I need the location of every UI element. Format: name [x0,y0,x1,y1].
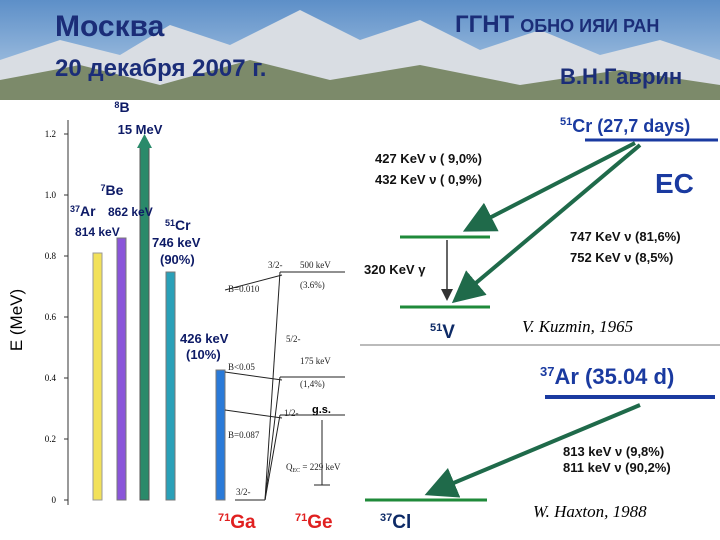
bar-ar [92,252,103,501]
gs-b: B=0.087 [228,430,260,440]
line1: 813 keV ν (9,8%) [563,444,664,459]
line2: 811 keV ν (90,2%) [563,460,671,475]
right-panel [360,102,720,540]
element: Ga [230,512,256,533]
l500-frac: (3.6%) [300,280,325,290]
src-be: 7Be [101,182,124,198]
mass: 51 [560,116,572,128]
gs-label: g.s. [312,404,331,416]
left-chart: E (MeV) 8B 15 MeV 7Be 862 keV 37Ar 814 k… [7,99,345,533]
src-cr: 51Cr [165,217,191,233]
src-ar-energy: 814 keV [75,225,120,239]
element: Cr [175,217,191,233]
ga-spin: 3/2- [236,487,251,497]
name: Cl [392,512,411,533]
mass: 37 [70,204,80,214]
src-cr-energy: 746 keV [152,235,201,250]
bar-be [116,237,127,501]
hills [0,60,720,100]
mass: 51 [165,218,175,228]
src-be-energy: 862 keV [108,205,153,219]
ec: EC [655,168,694,199]
l175-frac: (1,4%) [300,379,325,389]
src-ar: 37Ar [70,203,96,219]
q: Q [286,462,293,472]
q-value: = 229 keV [300,462,341,472]
y-tick-label: 0.4 [45,373,57,383]
cr-scheme: 51Cr (27,7 days) 427 KeV ν ( 9,0%) 432 K… [364,116,718,343]
org: ГГНТ ОБНО ИЯИ РАН [455,11,659,38]
y-tick-label: 1.0 [45,190,57,200]
l500-spin: 3/2- [268,260,283,270]
element: Ar [80,203,96,219]
y-tick-label: 0.8 [45,251,57,261]
y-tick-label: 0.6 [45,312,57,322]
ge: 71Ge [295,512,333,533]
credit: V. Kuzmin, 1965 [522,317,633,336]
ar-source: 37Ar (35.04 d) [540,364,674,389]
city: Москва [55,10,165,43]
name: Cr (27,7 days) [572,116,690,136]
src-cr-branch: (90%) [160,252,195,267]
element: Be [106,182,124,198]
line4: 752 KeV ν (8,5%) [570,250,673,265]
mass: 7 [101,183,106,193]
arrow [462,141,636,232]
org-rest: ОБНО ИЯИ РАН [520,16,659,36]
gs-spin: 1/2- [284,408,299,418]
line1: 427 KeV ν ( 9,0%) [375,151,482,166]
name: V [442,322,455,343]
left-panel [5,102,357,540]
bar-b-arrow [137,134,152,148]
l500-b: B=0.010 [228,284,260,294]
arrow [424,403,641,498]
l175-spin: 5/2- [286,334,301,344]
credit: W. Haxton, 1988 [533,502,647,521]
src-b-energy: 15 MeV [118,122,163,137]
mountains [0,10,720,100]
q-sub: EC [293,468,301,474]
ar-scheme: 37Ar (35.04 d) 813 keV ν (9,8%) 811 keV … [365,364,715,533]
org-main: ГГНТ [455,11,515,38]
mass: 37 [540,364,554,379]
mass: 51 [430,322,442,334]
levels [224,271,345,501]
y-tick-label: 1.2 [45,129,56,139]
date: 20 декабря 2007 г. [55,55,266,82]
author: В.Н.Гаврин [560,64,682,89]
v: 51V [430,322,455,343]
element: B [119,99,129,115]
l175-b: B<0.05 [228,362,255,372]
mass: 37 [380,512,392,524]
element: Ge [307,512,332,533]
axis-label: E (MeV) [7,289,26,351]
bar-b [139,145,150,501]
mass: 8 [114,100,119,110]
src-b: 8B [114,99,129,115]
l175-energy: 175 keV [300,356,331,366]
gamma: 320 KeV γ [364,262,426,277]
y-tick-label: 0 [52,495,57,505]
mass: 71 [218,512,230,524]
line2: 432 KeV ν ( 0,9%) [375,172,482,187]
qec: QEC = 229 keV [286,462,341,474]
y-tick-label: 0.2 [45,434,56,444]
cr-source: 51Cr (27,7 days) [560,116,690,136]
bar-cr2 [215,369,226,501]
ga: 71Ga [218,512,256,533]
src-cr2-branch: (10%) [186,347,221,362]
name: Ar (35.04 d) [554,364,674,389]
line3: 747 KeV ν (81,6%) [570,229,681,244]
src-cr2-energy: 426 keV [180,331,229,346]
mass: 71 [295,512,307,524]
bar-cr [165,271,176,501]
arrow [451,143,642,304]
cl: 37Cl [380,512,411,533]
l500-energy: 500 keV [300,260,331,270]
